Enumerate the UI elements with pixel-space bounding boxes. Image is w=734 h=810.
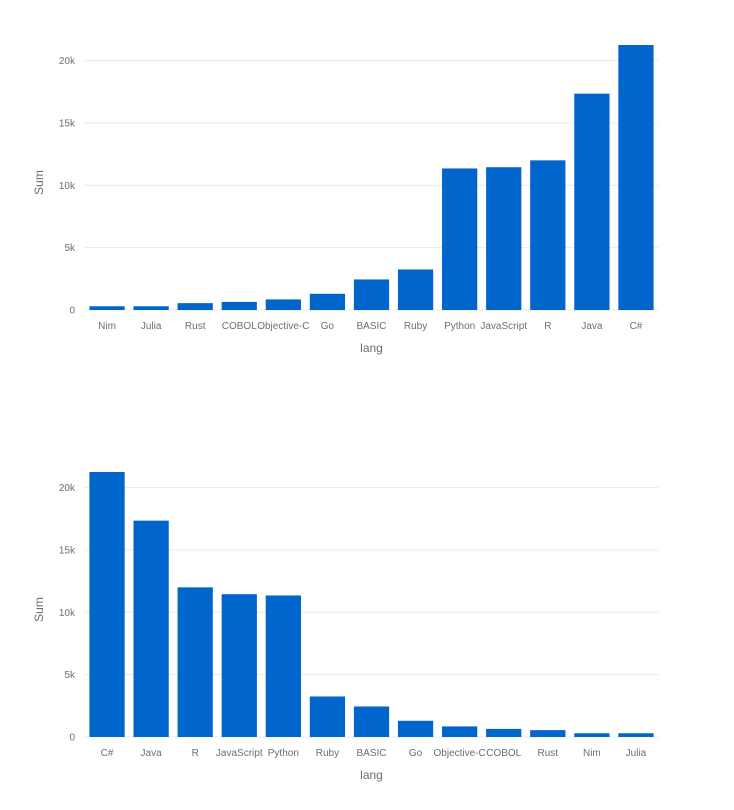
y-axis-title: Sum — [32, 597, 46, 622]
x-tick-label-csharp: C# — [630, 321, 643, 332]
x-tick-label-basic: BASIC — [356, 321, 386, 332]
bar-java[interactable] — [133, 520, 169, 737]
x-tick-label-rust: Rust — [538, 748, 559, 759]
x-tick-labels: C# Java R JavaScript Python Ruby BASIC Go Object… — [101, 748, 647, 759]
bar-rust[interactable] — [177, 303, 213, 310]
x-tick-label-r: R — [544, 321, 551, 332]
bars — [89, 45, 654, 311]
bar-r[interactable] — [530, 160, 566, 310]
x-tick-label-r: R — [192, 748, 199, 759]
x-tick-label-ruby: Ruby — [316, 748, 339, 759]
bar-go[interactable] — [309, 293, 346, 310]
x-tick-label-csharp: C# — [101, 748, 114, 759]
bar-basic[interactable] — [353, 279, 390, 310]
chart-ascending: 0 5k 10k 15k 20k Nim Julia Rust COBOL Objective-… — [32, 45, 658, 355]
bar-ruby[interactable] — [397, 269, 434, 310]
x-tick-label-objective-c: Objective-C — [257, 321, 309, 332]
x-tick-label-ruby: Ruby — [404, 321, 427, 332]
x-axis-title: lang — [360, 768, 383, 782]
bar-nim[interactable] — [89, 306, 125, 310]
bar-nim[interactable] — [574, 733, 610, 737]
bar-ruby[interactable] — [309, 696, 346, 737]
bar-python[interactable] — [265, 595, 301, 737]
x-tick-label-go: Go — [409, 748, 423, 759]
y-tick-labels: 0 5k 10k 15k 20k — [59, 56, 76, 316]
bar-objective-c[interactable] — [265, 299, 301, 310]
bar-python[interactable] — [442, 168, 478, 310]
y-tick-label: 10k — [59, 181, 76, 192]
x-tick-label-nim: Nim — [98, 321, 116, 332]
y-tick-label: 15k — [59, 118, 76, 129]
x-tick-label-cobol: COBOL — [486, 748, 521, 759]
y-tick-label: 10k — [59, 608, 76, 619]
x-tick-label-julia: Julia — [141, 321, 162, 332]
bar-javascript[interactable] — [221, 594, 257, 737]
y-tick-labels: 0 5k 10k 15k 20k — [59, 483, 76, 743]
x-tick-labels: Nim Julia Rust COBOL Objective-C Go BASIC Ruby P… — [98, 321, 643, 332]
y-tick-label: 20k — [59, 483, 76, 494]
bars — [89, 472, 654, 737]
x-tick-label-julia: Julia — [626, 748, 647, 759]
x-tick-label-java: Java — [141, 748, 163, 759]
x-tick-label-rust: Rust — [185, 321, 206, 332]
bar-julia[interactable] — [133, 306, 169, 310]
bar-csharp[interactable] — [89, 472, 125, 737]
bar-rust[interactable] — [530, 730, 566, 737]
y-tick-label: 5k — [64, 670, 76, 681]
x-tick-label-go: Go — [321, 321, 335, 332]
bar-julia[interactable] — [618, 733, 654, 737]
chart-descending: 0 5k 10k 15k 20k C# Java R JavaScript Python Ruby… — [32, 472, 658, 782]
y-grid — [85, 487, 658, 738]
bar-cobol[interactable] — [486, 728, 522, 737]
bar-basic[interactable] — [353, 706, 390, 737]
bar-java[interactable] — [574, 93, 610, 311]
bar-cobol[interactable] — [221, 301, 257, 310]
y-tick-label: 15k — [59, 545, 76, 556]
x-tick-label-python: Python — [444, 321, 475, 332]
x-tick-label-basic: BASIC — [356, 748, 386, 759]
bar-javascript[interactable] — [486, 167, 522, 310]
y-tick-label: 0 — [69, 306, 75, 317]
x-tick-label-javascript: JavaScript — [480, 321, 527, 332]
x-tick-label-python: Python — [268, 748, 299, 759]
x-tick-label-javascript: JavaScript — [216, 748, 263, 759]
x-tick-label-nim: Nim — [583, 748, 601, 759]
x-tick-label-objective-c: Objective-C — [434, 748, 486, 759]
y-grid — [85, 60, 658, 311]
y-tick-label: 5k — [64, 243, 76, 254]
bar-go[interactable] — [397, 720, 434, 737]
y-tick-label: 0 — [69, 733, 75, 744]
x-tick-label-cobol: COBOL — [222, 321, 257, 332]
x-axis-title: lang — [360, 341, 383, 355]
bar-objective-c[interactable] — [442, 726, 478, 737]
bar-r[interactable] — [177, 587, 213, 737]
bar-csharp[interactable] — [618, 45, 654, 310]
y-axis-title: Sum — [32, 170, 46, 195]
y-tick-label: 20k — [59, 56, 76, 67]
x-tick-label-java: Java — [581, 321, 603, 332]
